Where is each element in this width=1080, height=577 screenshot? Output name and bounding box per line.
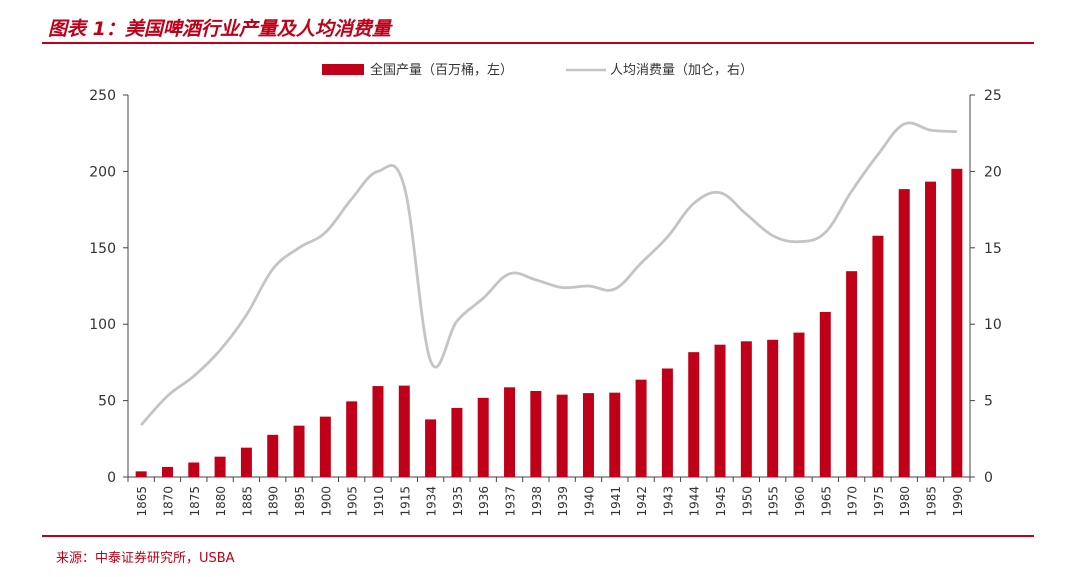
left-tick-label: 200 xyxy=(89,164,116,180)
x-tick-label: 1910 xyxy=(372,486,386,517)
x-tick-label: 1945 xyxy=(714,486,728,517)
right-tick-label: 25 xyxy=(984,88,1002,104)
x-tick-label: 1939 xyxy=(556,486,570,517)
legend: 全国产量（百万桶，左） 人均消费量（加仑，右） xyxy=(322,62,753,78)
x-tick-label: 1915 xyxy=(398,486,412,517)
bar xyxy=(819,311,831,477)
bar xyxy=(240,447,252,477)
x-tick-label: 1944 xyxy=(688,486,702,517)
x-tick-label: 1937 xyxy=(504,486,518,517)
x-tick-label: 1970 xyxy=(846,486,860,517)
x-tick-label: 1955 xyxy=(767,486,781,517)
bar xyxy=(872,235,884,477)
x-tick-label: 1960 xyxy=(793,486,807,517)
x-tick-label: 1900 xyxy=(319,486,333,517)
figure-title: 图表 1：美国啤酒行业产量及人均消费量 xyxy=(48,18,391,40)
x-tick-label: 1942 xyxy=(635,486,649,517)
bar xyxy=(346,401,358,477)
x-tick-label: 1950 xyxy=(740,486,754,517)
bar xyxy=(319,416,331,477)
title-bar: 图表 1：美国啤酒行业产量及人均消费量 xyxy=(42,8,1034,44)
left-tick-label: 150 xyxy=(89,241,116,257)
left-tick-label: 250 xyxy=(89,88,116,104)
x-tick-label: 1990 xyxy=(951,486,965,517)
bar xyxy=(188,462,200,477)
right-tick-label: 5 xyxy=(984,394,993,410)
title-rule xyxy=(42,42,1034,44)
bar xyxy=(398,385,410,477)
bar xyxy=(661,368,673,477)
bar xyxy=(477,397,489,477)
x-tick-label: 1934 xyxy=(425,486,439,517)
source-note: 来源：中泰证券研究所，USBA xyxy=(56,551,235,566)
bar xyxy=(425,419,437,477)
bar xyxy=(951,168,963,477)
bar xyxy=(793,332,805,477)
right-tick-label: 10 xyxy=(984,317,1002,333)
x-tick-label: 1895 xyxy=(293,486,307,517)
bar xyxy=(582,393,594,477)
x-tick-label: 1870 xyxy=(161,486,175,517)
bar xyxy=(267,434,279,477)
x-tick-label: 1936 xyxy=(477,486,491,517)
bar xyxy=(635,379,647,477)
x-tick-label: 1980 xyxy=(898,486,912,517)
bar xyxy=(556,394,568,477)
x-tick-label: 1975 xyxy=(872,486,886,517)
x-tick-label: 1880 xyxy=(214,486,228,517)
bar xyxy=(767,339,779,477)
bar xyxy=(451,407,463,477)
legend-line-label: 人均消费量（加仑，右） xyxy=(610,63,753,78)
legend-bar-swatch xyxy=(322,64,364,75)
bar xyxy=(161,466,173,477)
x-tick-label: 1943 xyxy=(661,486,675,517)
bar xyxy=(214,456,226,477)
left-tick-label: 100 xyxy=(89,317,116,333)
footer-rule xyxy=(42,535,1034,537)
right-tick-label: 20 xyxy=(984,164,1002,180)
bar xyxy=(609,392,621,477)
bar xyxy=(898,189,910,477)
legend-bar-label: 全国产量（百万桶，左） xyxy=(370,62,513,78)
bar xyxy=(135,471,147,477)
left-tick-label: 50 xyxy=(98,394,116,410)
bar xyxy=(688,352,700,477)
x-tick-label: 1885 xyxy=(240,486,254,517)
x-tick-label: 1865 xyxy=(135,486,149,517)
left-tick-label: 0 xyxy=(107,470,116,486)
x-tick-label: 1941 xyxy=(609,486,623,517)
x-tick-label: 1875 xyxy=(188,486,202,517)
x-tick-label: 1935 xyxy=(451,486,465,517)
bar xyxy=(714,344,726,477)
consumption-line xyxy=(140,121,957,426)
bar xyxy=(504,387,516,477)
right-tick-label: 15 xyxy=(984,241,1002,257)
x-tick-label: 1965 xyxy=(819,486,833,517)
bar xyxy=(740,341,752,477)
right-tick-label: 0 xyxy=(984,470,993,486)
bar xyxy=(372,386,384,477)
bars xyxy=(135,168,963,477)
axes: 0 50 100 150 200 250 0 5 10 15 20 25 1865 1870 1875 188… xyxy=(89,88,1002,517)
line-series xyxy=(140,121,957,426)
x-tick-label: 1905 xyxy=(346,486,360,517)
bar xyxy=(925,181,937,477)
bar xyxy=(530,390,542,477)
bar xyxy=(293,425,305,477)
x-tick-label: 1985 xyxy=(925,486,939,517)
x-tick-label: 1940 xyxy=(582,486,596,517)
x-tick-label: 1890 xyxy=(267,486,281,517)
x-tick-label: 1938 xyxy=(530,486,544,517)
bar xyxy=(846,271,858,477)
